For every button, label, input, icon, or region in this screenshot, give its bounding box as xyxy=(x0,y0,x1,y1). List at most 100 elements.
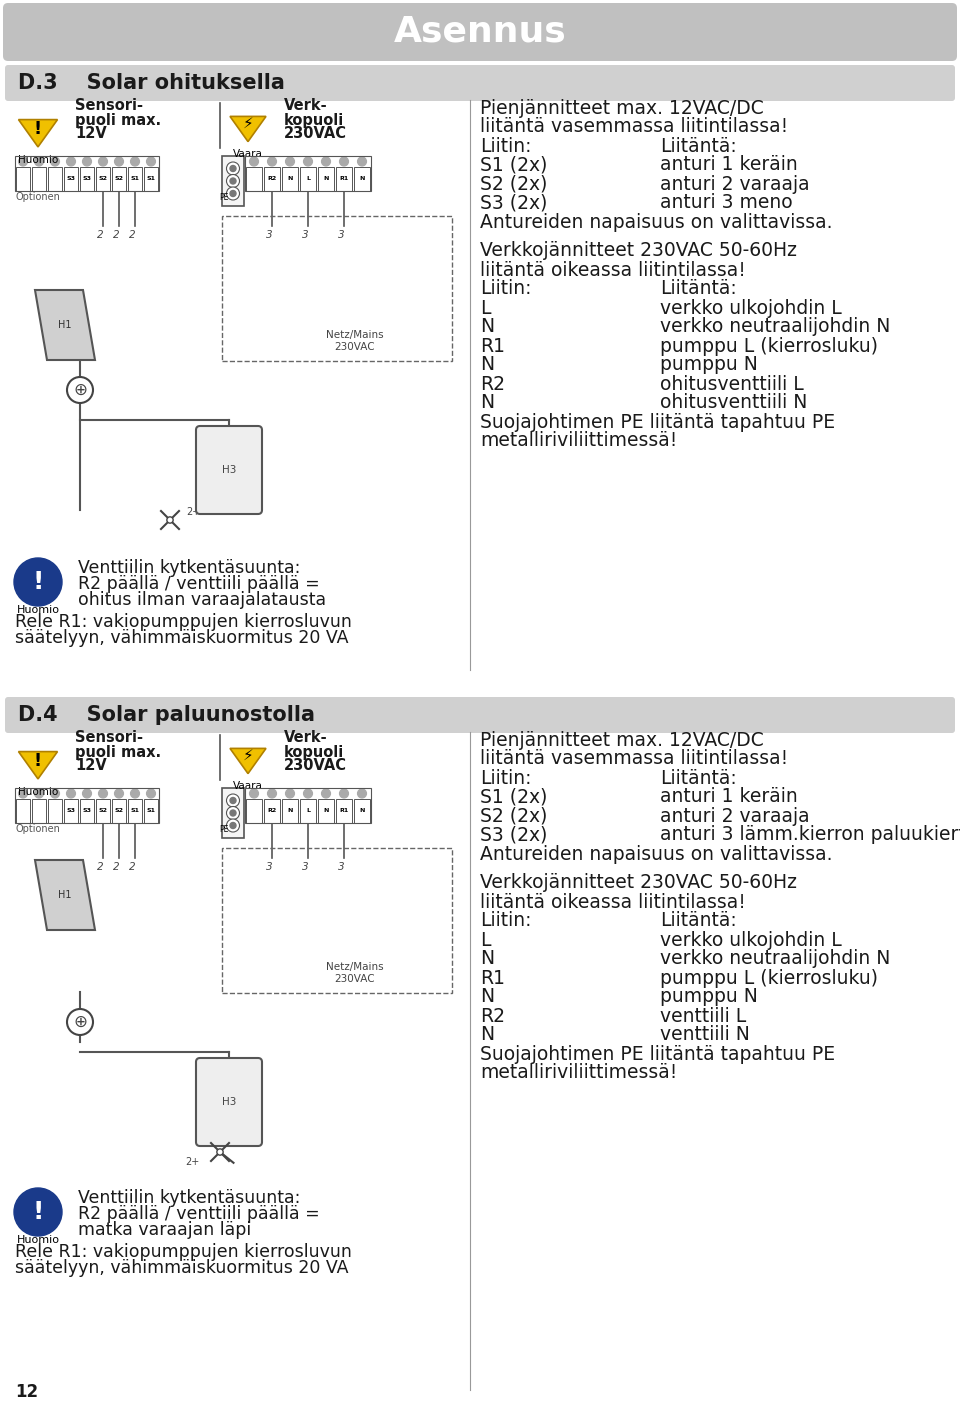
Text: Optionen: Optionen xyxy=(15,824,60,834)
Text: H1: H1 xyxy=(75,314,89,324)
Circle shape xyxy=(147,157,156,166)
Circle shape xyxy=(14,1188,62,1236)
Circle shape xyxy=(322,789,330,797)
Bar xyxy=(318,167,334,191)
Bar xyxy=(336,167,352,191)
Bar xyxy=(245,788,371,823)
Text: R2: R2 xyxy=(480,375,505,393)
Text: ohitusventtiili N: ohitusventtiili N xyxy=(660,393,807,413)
Text: 3: 3 xyxy=(301,230,308,240)
Text: Verk-: Verk- xyxy=(284,730,327,746)
Circle shape xyxy=(230,810,236,816)
Circle shape xyxy=(35,789,43,797)
Text: Sensori-: Sensori- xyxy=(75,98,143,114)
Text: ⊕: ⊕ xyxy=(73,1014,87,1031)
Text: 2: 2 xyxy=(112,230,119,240)
Circle shape xyxy=(147,789,156,797)
Text: H1: H1 xyxy=(59,320,72,330)
Text: R2: R2 xyxy=(268,809,276,813)
Bar xyxy=(32,167,46,191)
Circle shape xyxy=(227,819,239,833)
Text: pumppu N: pumppu N xyxy=(660,355,757,375)
Polygon shape xyxy=(18,751,58,779)
Text: !: ! xyxy=(34,751,42,769)
Text: 2: 2 xyxy=(97,862,104,872)
Circle shape xyxy=(167,517,173,524)
Circle shape xyxy=(230,797,236,803)
Text: matka varaajan läpi: matka varaajan läpi xyxy=(78,1221,252,1238)
Circle shape xyxy=(35,157,43,166)
Text: S2 (2x): S2 (2x) xyxy=(480,806,547,826)
Text: Verkkojännitteet 230VAC 50-60Hz: Verkkojännitteet 230VAC 50-60Hz xyxy=(480,241,797,261)
FancyBboxPatch shape xyxy=(5,696,955,733)
Circle shape xyxy=(340,157,348,166)
Text: Vaara: Vaara xyxy=(233,149,263,159)
Text: pumppu L (kierrosluku): pumppu L (kierrosluku) xyxy=(660,337,878,355)
Text: Suojajohtimen PE liitäntä tapahtuu PE: Suojajohtimen PE liitäntä tapahtuu PE xyxy=(480,413,835,431)
Text: S3 (2x): S3 (2x) xyxy=(480,826,547,844)
Text: 3: 3 xyxy=(338,230,345,240)
Circle shape xyxy=(99,157,108,166)
Text: kopuoli: kopuoli xyxy=(284,112,345,128)
Text: 3: 3 xyxy=(266,862,273,872)
Bar xyxy=(128,167,142,191)
Text: liitäntä oikeassa liitintilassa!: liitäntä oikeassa liitintilassa! xyxy=(480,261,746,279)
Text: Liitäntä:: Liitäntä: xyxy=(660,768,736,788)
Circle shape xyxy=(303,789,312,797)
Text: S1: S1 xyxy=(147,177,156,181)
Text: Sensori-: Sensori- xyxy=(75,730,143,746)
Bar xyxy=(222,216,452,361)
Bar xyxy=(96,799,110,823)
Text: Antureiden napaisuus on valittavissa.: Antureiden napaisuus on valittavissa. xyxy=(480,844,832,863)
Text: D.3    Solar ohituksella: D.3 Solar ohituksella xyxy=(18,73,285,93)
Text: R1: R1 xyxy=(480,969,505,987)
Text: metalliriviliittimessä!: metalliriviliittimessä! xyxy=(480,431,678,451)
Circle shape xyxy=(131,789,139,797)
Text: Vaara: Vaara xyxy=(233,781,263,790)
Text: anturi 2 varaaja: anturi 2 varaaja xyxy=(660,174,809,194)
Circle shape xyxy=(51,789,60,797)
Text: puoli max.: puoli max. xyxy=(75,112,161,128)
Text: S3: S3 xyxy=(66,177,76,181)
Text: R2: R2 xyxy=(480,1007,505,1025)
Text: ohitus ilman varaajalatausta: ohitus ilman varaajalatausta xyxy=(78,591,326,609)
Text: ⚡: ⚡ xyxy=(243,748,253,764)
Text: anturi 2 varaaja: anturi 2 varaaja xyxy=(660,806,809,826)
Text: venttiili L: venttiili L xyxy=(660,1007,746,1025)
Circle shape xyxy=(131,157,139,166)
FancyBboxPatch shape xyxy=(196,1059,262,1146)
Text: L: L xyxy=(306,809,310,813)
Text: Verk-: Verk- xyxy=(284,98,327,114)
Text: N: N xyxy=(359,177,365,181)
Text: verkko neutraalijohdin N: verkko neutraalijohdin N xyxy=(660,949,890,969)
Text: N: N xyxy=(359,809,365,813)
Circle shape xyxy=(83,157,91,166)
Circle shape xyxy=(286,789,295,797)
Text: ⊕: ⊕ xyxy=(73,380,87,399)
Text: N: N xyxy=(324,809,328,813)
Bar xyxy=(354,799,370,823)
Bar xyxy=(144,799,158,823)
Text: 2: 2 xyxy=(129,862,135,872)
Bar xyxy=(128,799,142,823)
Circle shape xyxy=(67,1009,93,1035)
Circle shape xyxy=(99,789,108,797)
Text: 3: 3 xyxy=(338,862,345,872)
Circle shape xyxy=(230,178,236,184)
FancyBboxPatch shape xyxy=(5,65,955,101)
Circle shape xyxy=(83,789,91,797)
Text: N: N xyxy=(480,317,494,337)
Circle shape xyxy=(286,157,295,166)
Bar xyxy=(246,799,262,823)
Bar xyxy=(15,788,159,823)
Circle shape xyxy=(230,191,236,197)
Polygon shape xyxy=(18,119,58,147)
Text: L: L xyxy=(306,177,310,181)
Text: Liitin:: Liitin: xyxy=(480,136,532,156)
Bar xyxy=(222,848,452,993)
Bar xyxy=(80,799,94,823)
Circle shape xyxy=(340,789,348,797)
Circle shape xyxy=(51,157,60,166)
Text: Asennus: Asennus xyxy=(394,15,566,49)
Bar xyxy=(354,167,370,191)
